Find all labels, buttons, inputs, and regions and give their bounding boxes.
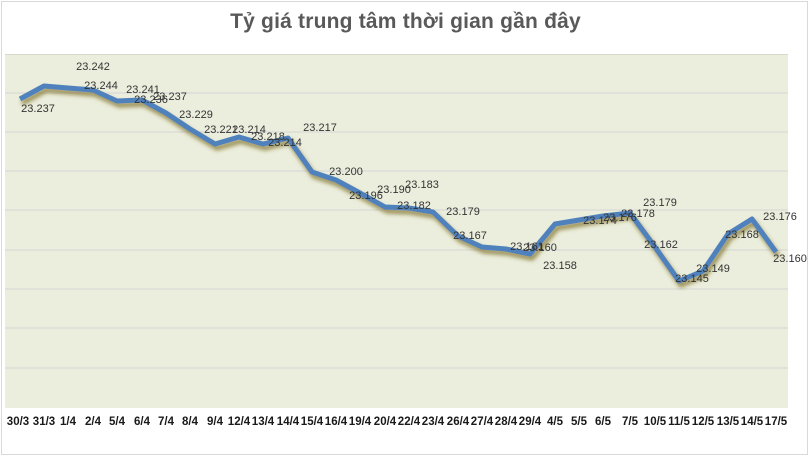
data-label: 23.162 (644, 239, 678, 251)
data-label: 23.236 (134, 94, 168, 106)
x-tick-label: 31/3 (32, 416, 56, 428)
gridlines (5, 92, 788, 369)
x-tick-label: 10/5 (643, 416, 667, 428)
x-tick-label: 30/3 (6, 416, 30, 428)
x-tick-label: 7/5 (622, 416, 638, 428)
data-label: 23.168 (725, 229, 759, 241)
data-label: 23.237 (21, 103, 55, 115)
data-label: 23.161 (510, 241, 544, 253)
x-tick-label: 4/5 (547, 416, 563, 428)
data-label: 23.167 (453, 230, 487, 242)
data-label: 23.229 (179, 109, 213, 121)
x-tick-label: 12/5 (691, 416, 715, 428)
data-label: 23.176 (763, 211, 797, 223)
x-tick-label: 14/4 (276, 416, 300, 428)
x-tick-label: 6/4 (134, 416, 150, 428)
data-label: 23.183 (405, 179, 439, 191)
data-label: 23.214 (268, 137, 302, 149)
x-tick-label: 14/5 (740, 416, 764, 428)
x-tick-label: 9/4 (207, 416, 223, 428)
x-tick-label: 8/4 (182, 416, 198, 428)
x-tick-label: 16/4 (324, 416, 348, 428)
x-tick-label: 5/4 (109, 416, 125, 428)
series-line (18, 83, 779, 284)
x-tick-label: 13/5 (716, 416, 740, 428)
data-label: 23.149 (696, 263, 730, 275)
chart-title: Tỷ giá trung tâm thời gian gần đây (230, 10, 581, 33)
data-label: 23.160 (773, 253, 807, 265)
data-label: 23.178 (621, 208, 655, 220)
data-label: 23.196 (349, 190, 383, 202)
data-label: 23.244 (84, 80, 118, 92)
data-label: 23.174 (583, 215, 617, 227)
x-tick-label: 28/4 (494, 416, 518, 428)
x-tick-label: 20/4 (373, 416, 397, 428)
x-tick-label: 13/4 (251, 416, 275, 428)
data-label: 23.182 (397, 200, 431, 212)
x-tick-label: 1/4 (60, 416, 76, 428)
x-tick-label: 27/4 (470, 416, 494, 428)
data-label: 23.176 (603, 212, 637, 224)
x-tick-label: 23/4 (421, 416, 445, 428)
data-label: 23.241 (126, 84, 160, 96)
x-tick-label: 7/4 (158, 416, 174, 428)
x-tick-label: 2/4 (85, 416, 101, 428)
data-label: 23.214 (232, 124, 266, 136)
x-tick-label: 6/5 (595, 416, 611, 428)
data-label: 23.218 (251, 131, 285, 143)
x-tick-label: 5/5 (571, 416, 587, 428)
x-tick-label: 11/5 (668, 416, 690, 428)
x-tick-label: 29/4 (518, 416, 542, 428)
x-tick-label: 26/4 (446, 416, 470, 428)
data-label: 23.237 (153, 91, 187, 103)
data-label: 23.242 (76, 61, 110, 73)
x-tick-label: 12/4 (227, 416, 251, 428)
x-tick-label: 22/4 (397, 416, 421, 428)
data-label: 23.160 (523, 242, 557, 254)
data-label: 23.158 (543, 260, 577, 272)
x-tick-label: 17/5 (764, 416, 788, 428)
data-label: 23.179 (446, 206, 480, 218)
data-label: 23.217 (303, 122, 337, 134)
x-tick-label: 15/4 (300, 416, 324, 428)
x-tick-label: 19/4 (348, 416, 372, 428)
plot-area (5, 54, 788, 408)
data-label: 23.200 (329, 166, 363, 178)
data-label: 23.190 (377, 184, 411, 196)
data-label: 23.221 (204, 124, 238, 136)
data-label: 23.145 (675, 273, 709, 285)
data-label: 23.179 (643, 197, 677, 209)
